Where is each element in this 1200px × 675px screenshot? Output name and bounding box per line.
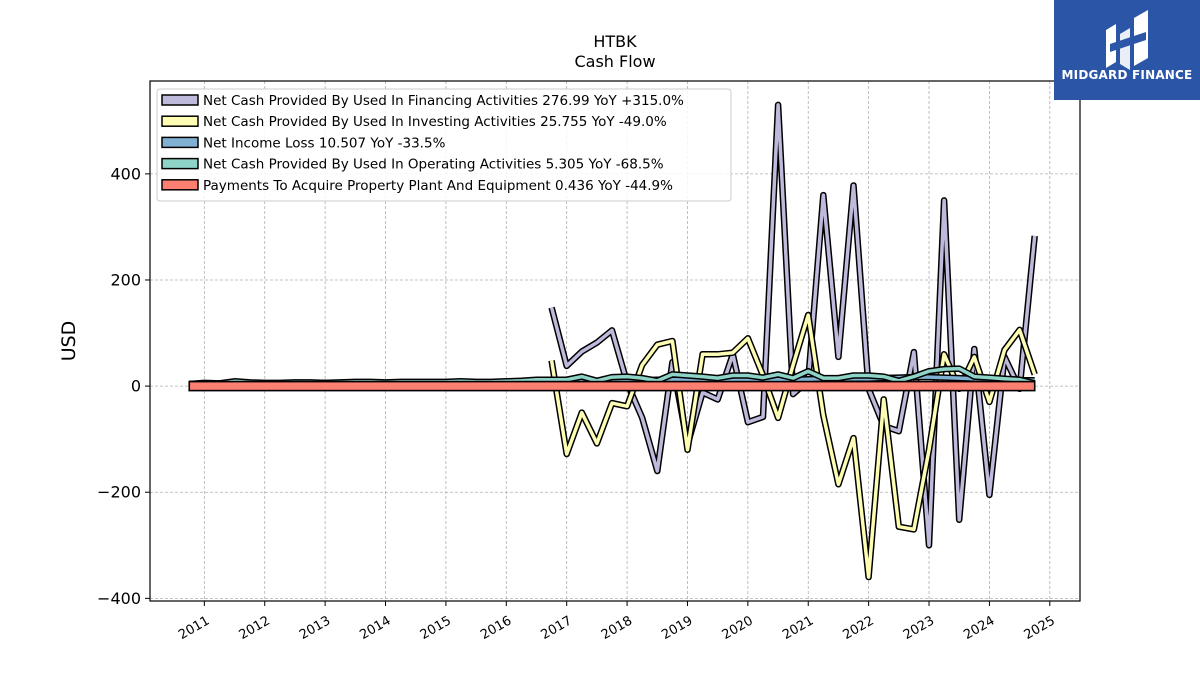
y-tick-label: 0 xyxy=(131,377,141,396)
legend-entry: Net Cash Provided By Used In Financing A… xyxy=(203,93,684,109)
x-tick-label: 2025 xyxy=(1022,613,1058,643)
legend: Net Cash Provided By Used In Financing A… xyxy=(156,88,732,202)
plot-frame xyxy=(149,80,1081,602)
x-tick-label: 2023 xyxy=(901,613,937,643)
x-axis: 2011 2012 2013 2014 2015 2016 2017 2018 2019 2020… xyxy=(176,601,1058,643)
y-tick-label: −400 xyxy=(97,589,141,608)
brand-logo: MIDGARD FINANCE xyxy=(1054,0,1200,100)
y-axis-label: USD xyxy=(58,321,80,362)
legend-box xyxy=(156,88,732,202)
x-tick-label: 2014 xyxy=(357,613,393,643)
x-tick-label: 2017 xyxy=(539,613,575,643)
brand-name: MIDGARD FINANCE xyxy=(1061,68,1193,82)
x-tick-label: 2020 xyxy=(720,613,756,643)
y-axis: 400 200 0 −200 −400 xyxy=(97,164,150,608)
x-tick-label: 2015 xyxy=(418,613,454,643)
x-tick-label: 2013 xyxy=(297,613,333,643)
x-tick-label: 2018 xyxy=(599,613,635,643)
brand-mark-icon xyxy=(1106,10,1148,70)
legend-entry: Payments To Acquire Property Plant And E… xyxy=(203,178,673,194)
legend-entry: Net Income Loss 10.507 YoY -33.5% xyxy=(203,135,446,151)
legend-swatch xyxy=(161,157,199,170)
legend-swatch xyxy=(161,115,199,127)
series-layer xyxy=(188,101,1038,581)
x-tick-label: 2016 xyxy=(478,613,514,643)
legend-entry: Net Cash Provided By Used In Operating A… xyxy=(203,157,664,173)
y-tick-label: 200 xyxy=(110,270,141,289)
x-tick-label: 2022 xyxy=(840,613,876,643)
y-tick-label: 400 xyxy=(110,164,141,183)
x-tick-label: 2011 xyxy=(176,613,212,643)
ppe-series-band xyxy=(188,380,1036,392)
legend-swatch xyxy=(161,94,199,106)
x-tick-label: 2012 xyxy=(237,613,273,643)
legend-swatch xyxy=(161,179,199,191)
series-outline xyxy=(548,311,1038,581)
x-tick-label: 2021 xyxy=(780,613,816,643)
chart-title: HTBK xyxy=(593,32,637,51)
chart-subtitle: Cash Flow xyxy=(574,52,655,71)
x-tick-label: 2019 xyxy=(659,613,695,643)
y-tick-label: −200 xyxy=(97,483,141,502)
legend-swatch xyxy=(161,136,199,149)
legend-entry: Net Cash Provided By Used In Investing A… xyxy=(203,114,667,130)
x-tick-label: 2024 xyxy=(961,613,997,643)
